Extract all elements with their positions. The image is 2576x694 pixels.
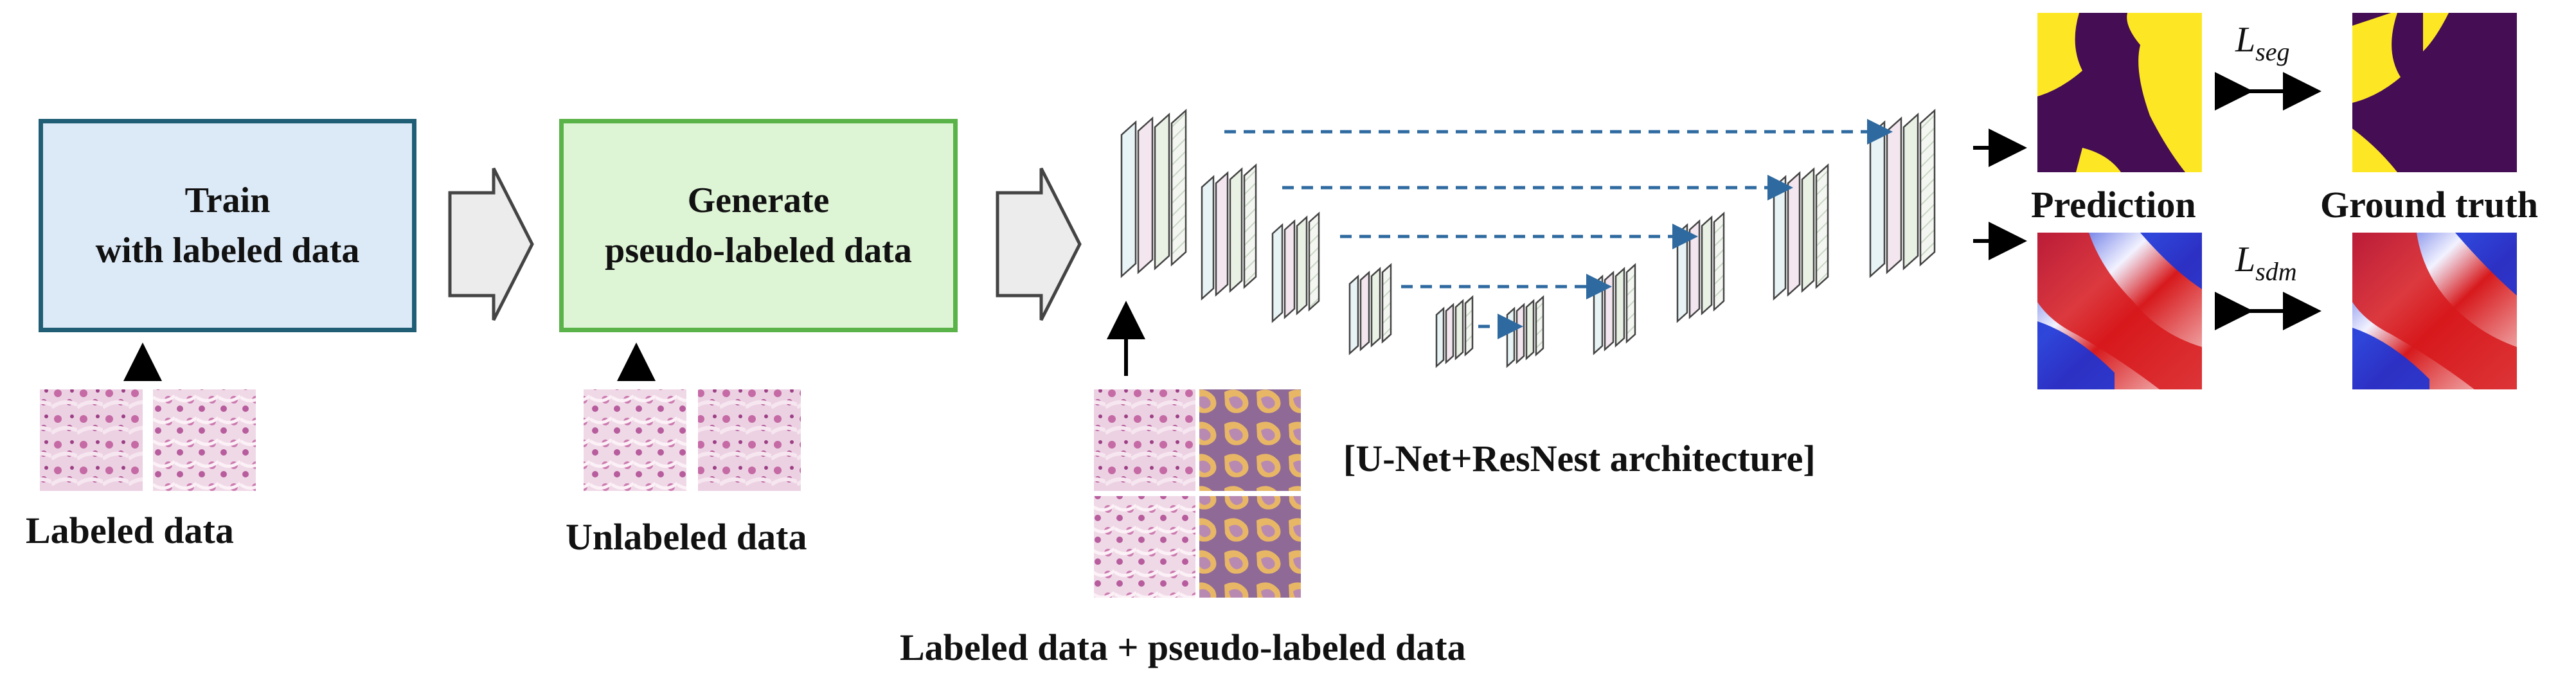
- train-step-title: Train: [184, 181, 271, 220]
- seg-loss-label: Lseg: [2235, 19, 2289, 67]
- decoder-stack-3: [1676, 211, 1725, 323]
- encoder-stack-5: [1435, 295, 1474, 368]
- ground-truth-sdm-map: [2352, 233, 2517, 389]
- flow-arrow-2: [996, 167, 1082, 321]
- unet-network: [1120, 109, 1936, 368]
- labeled-data-label: Labeled data: [26, 510, 234, 551]
- sdm-loss-base: L: [2235, 240, 2256, 280]
- seg-loss-sub: seg: [2255, 37, 2290, 66]
- combined-images: [1094, 389, 1301, 598]
- generate-step-box: Generate pseudo-labeled data: [559, 119, 958, 332]
- unlabeled-images: [584, 389, 801, 491]
- generate-step-title: Generate: [687, 181, 830, 220]
- flow-arrow-1: [448, 167, 534, 321]
- encoder-stack-2: [1201, 163, 1257, 301]
- decoder-stack-2: [1773, 163, 1829, 301]
- decoder-stack-4: [1593, 263, 1636, 355]
- decoder-stack-1: [1869, 109, 1936, 278]
- sdm-loss-sub: sdm: [2255, 257, 2297, 286]
- sdm-loss-label: Lsdm: [2235, 239, 2297, 287]
- encoder-stack-3: [1271, 211, 1320, 323]
- unlabeled-data-label: Unlabeled data: [566, 516, 807, 558]
- labeled-images: [40, 389, 256, 491]
- ground-truth-mask: [2352, 13, 2517, 172]
- architecture-label: [U-Net+ResNest architecture]: [1343, 438, 1816, 479]
- encoder-stack-4: [1348, 263, 1392, 355]
- prediction-mask: [2037, 13, 2202, 172]
- generate-step-subtitle: pseudo-labeled data: [605, 231, 912, 271]
- prediction-label: Prediction: [2031, 184, 2196, 226]
- skip-connections: [1224, 119, 1893, 339]
- combined-data-label: Labeled data + pseudo-labeled data: [900, 627, 1466, 668]
- encoder-stack-1: [1120, 109, 1187, 278]
- train-step-subtitle: with labeled data: [95, 231, 360, 271]
- decoder-stack-5: [1506, 295, 1544, 368]
- train-step-box: Train with labeled data: [39, 119, 416, 332]
- prediction-sdm-map: [2037, 233, 2202, 389]
- ground-truth-label: Ground truth: [2320, 184, 2538, 226]
- seg-loss-base: L: [2235, 20, 2256, 60]
